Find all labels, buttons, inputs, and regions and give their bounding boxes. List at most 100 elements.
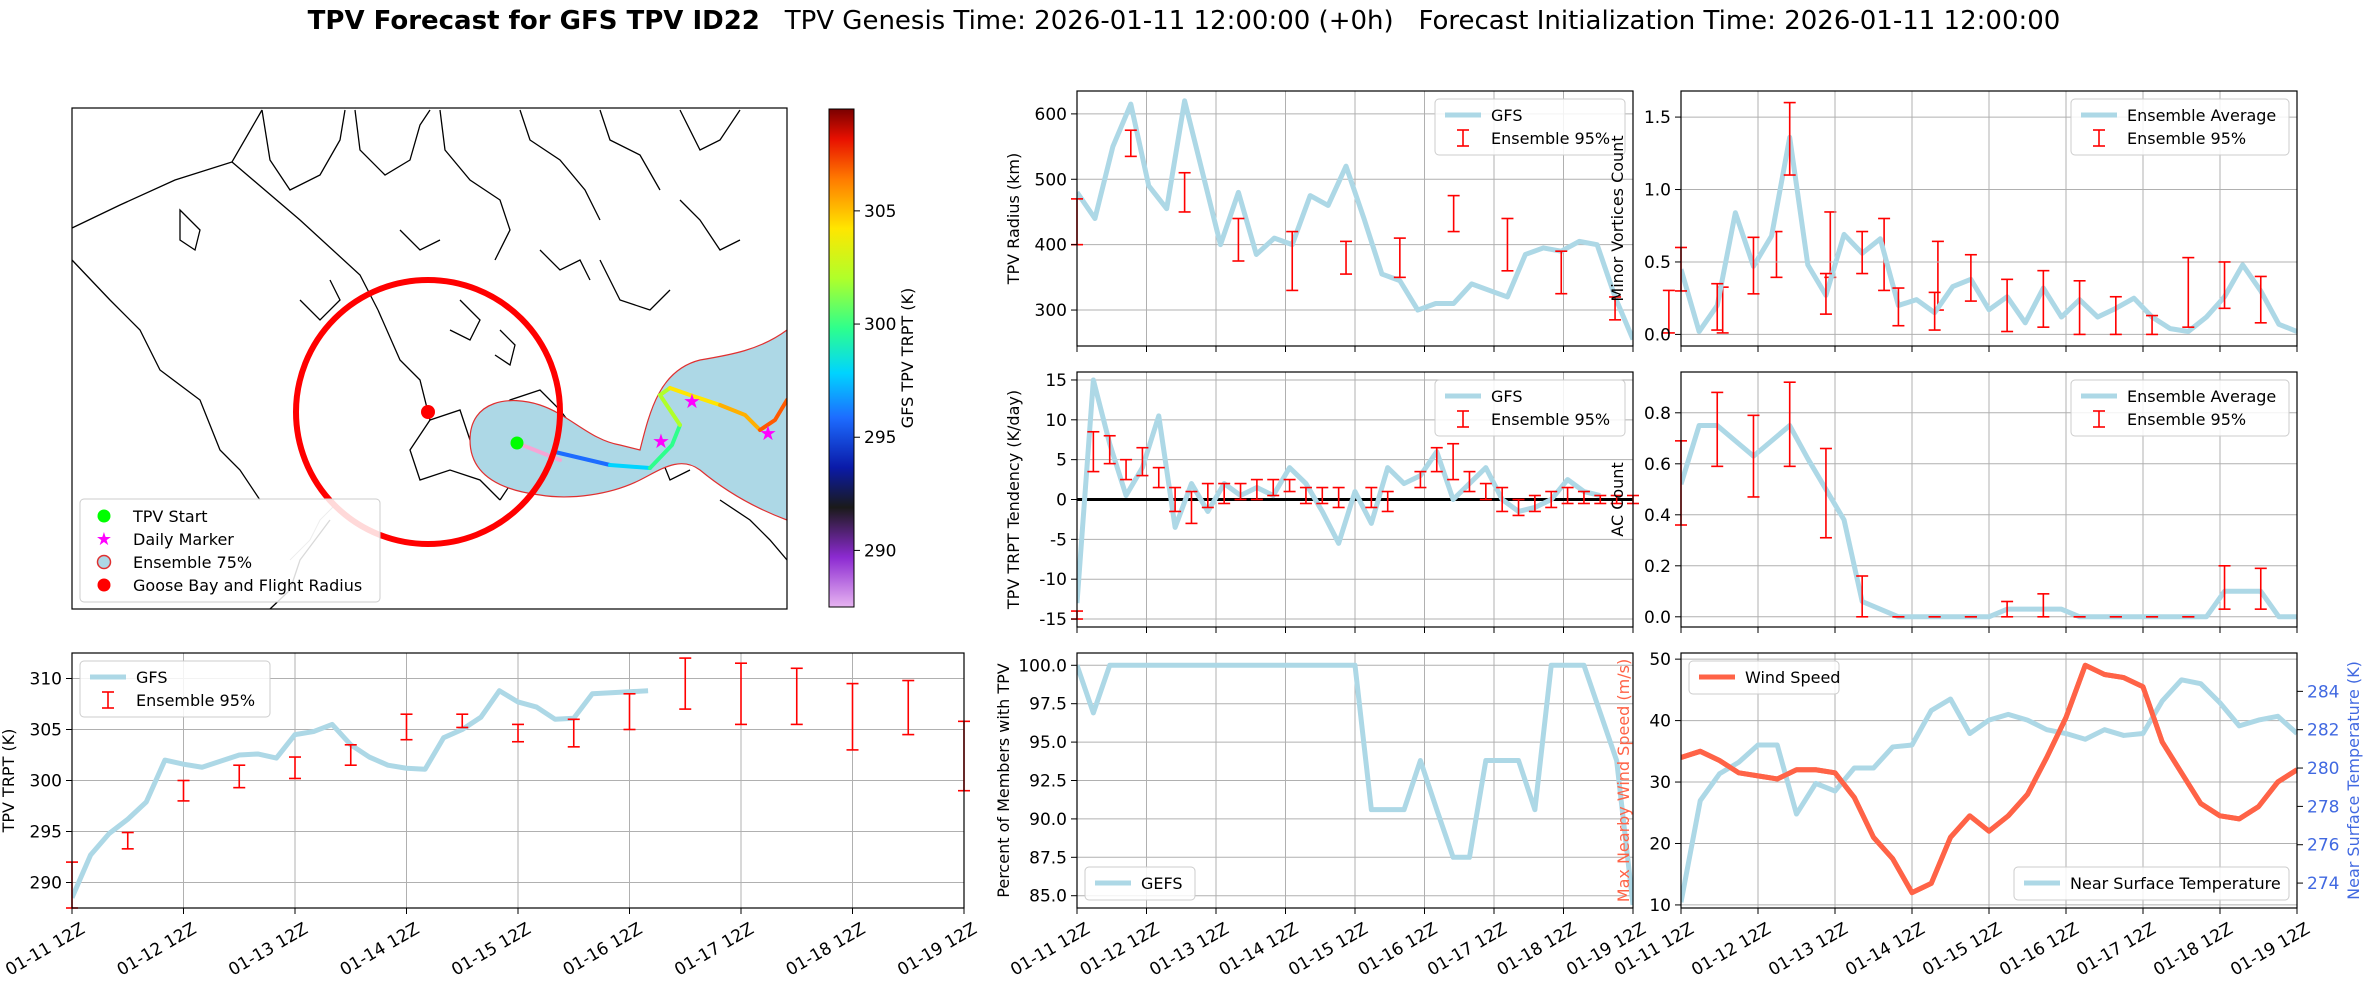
radius-error-bar (1609, 296, 1622, 321)
wind-y-tick-label: 50 (1649, 650, 1671, 670)
wind-legend-label: Near Surface Temperature (2070, 874, 2281, 893)
minor-error-bar (2146, 314, 2159, 336)
trpt-error-bar (846, 682, 859, 751)
trpt-y-tick-label: 305 (30, 721, 62, 741)
ac-plot (1681, 423, 2297, 620)
tendency-error-bar (1512, 498, 1525, 517)
wind-y2-tick-label: 282 (2307, 721, 2339, 741)
members-y-tick-label: 85.0 (1029, 887, 1067, 907)
tendency-error-bar (1283, 478, 1296, 493)
trpt-error-bar (233, 764, 246, 789)
radius-error-bar (1662, 289, 1675, 334)
trpt-error-bar (623, 692, 636, 731)
wind-x-tick-label: 01-14 12Z (1842, 919, 1928, 980)
trpt-series-line (72, 688, 649, 899)
tendency-error-bar (1087, 430, 1100, 473)
members-plot (1077, 662, 1633, 906)
radius-error-bar (1340, 240, 1353, 275)
wind-x-tick-label: 01-19 12Z (2227, 919, 2313, 980)
trpt-y-ticks: 290 295 300 305 310 (30, 670, 72, 894)
radius-error-bar (1178, 171, 1191, 213)
minor-y-ticks: 0.0 0.5 1.0 1.5 (1644, 108, 1681, 345)
legend-goose-bay: Goose Bay and Flight Radius (133, 576, 362, 595)
wind-y2-tick-label: 280 (2307, 759, 2339, 779)
tendency-y-tick-label: -5 (1050, 530, 1067, 550)
trpt-error-bar (177, 779, 190, 802)
members-y-tick-label: 97.5 (1029, 695, 1067, 715)
minor-y-tick-label: 0.0 (1644, 325, 1671, 345)
minor-error-bar (1711, 282, 1724, 331)
trpt-error-bar (679, 657, 692, 710)
minor-y-tick-label: 0.5 (1644, 253, 1671, 273)
ac-y-ticks: 0.0 0.2 0.4 0.6 0.8 (1644, 404, 1681, 628)
tendency-error-bar (1414, 470, 1427, 489)
wind-y2-tick-label: 284 (2307, 682, 2339, 702)
ac-error-bar (1856, 575, 1869, 618)
colorbar-tick-label: 305 (864, 202, 896, 222)
wind-x-tick-label: 01-16 12Z (1996, 919, 2082, 980)
tendency-error-bar (1103, 434, 1116, 465)
map-legend: TPV Start ★ Daily Marker Ensemble 75% Go… (79, 498, 381, 603)
wind-legend: Wind Speed (1688, 660, 1840, 695)
tendency-error-bar (1545, 490, 1558, 509)
ac-error-bar (2254, 567, 2267, 610)
daily-marker-1: ★ (652, 429, 670, 453)
wind-x-tick-label: 01-13 12Z (1765, 919, 1851, 980)
minor-error-bar (2218, 261, 2231, 310)
members-y-label: Percent of Members with TPV (994, 663, 1013, 897)
radius-error-bar (1393, 237, 1406, 279)
ac-y-tick-label: 0.8 (1644, 404, 1671, 424)
ac-y-label: AC Count (1608, 462, 1627, 536)
legend-daily-marker-icon: ★ (96, 529, 112, 550)
members-y-tick-label: 87.5 (1029, 848, 1067, 868)
colorbar: GFS TPV TRPT (K) 290 295 300 305 (828, 108, 917, 608)
minor-error-bar (1783, 101, 1796, 176)
tendency-error-bar (1267, 478, 1280, 497)
wind-y-ticks: 10 20 30 40 50 (1649, 650, 1681, 916)
ac-error-bar (2037, 593, 2050, 618)
wind-y-tick-label: 40 (1649, 712, 1671, 732)
tendency-error-bar (1479, 482, 1492, 501)
ac-series-line (1681, 423, 2297, 620)
trpt-y-label: TPV TRPT (K) (0, 729, 18, 834)
tendency-y-tick-label: 0 (1056, 491, 1067, 511)
minor-error-bar (2182, 256, 2195, 328)
tendency-y-tick-label: 5 (1056, 451, 1067, 471)
trpt-error-bar (121, 831, 134, 850)
wind-legend: Near Surface Temperature (2013, 866, 2290, 901)
wind-series-line-top (1681, 662, 2297, 896)
ac-error-bar (2001, 600, 2014, 618)
legend-daily-marker: Daily Marker (133, 530, 234, 549)
trpt-error-bar (289, 756, 301, 780)
radius-legend-label: GFS (1491, 106, 1522, 125)
tendency-plot (1077, 377, 1601, 604)
trpt-error-bar (400, 713, 413, 741)
trpt-error-bar (902, 679, 915, 736)
minor-error-bar (1819, 272, 1832, 315)
ac-legend: Ensemble Average Ensemble 95% (2070, 379, 2290, 437)
radius-error-bar (1555, 250, 1568, 295)
map-frame (71, 107, 788, 610)
trpt-error-bar (344, 743, 357, 767)
minor-legend-label: Ensemble Average (2127, 106, 2276, 125)
tendency-error-bar (1365, 486, 1378, 509)
members-series-line (1077, 662, 1633, 906)
ac-error-bar (2218, 564, 2231, 610)
tendency-error-bar (1152, 466, 1165, 489)
colorbar-tick-label: 290 (864, 541, 896, 561)
tendency-error-bar (1169, 486, 1182, 513)
legend-goose-bay-icon (97, 578, 111, 592)
minor-error-bar (2109, 295, 2122, 336)
minor-error-bar (2073, 280, 2086, 336)
legend-ensemble-75-icon (96, 554, 112, 570)
minor-error-bar (2001, 278, 2014, 333)
tendency-error-bar (1299, 486, 1312, 505)
tendency-error-bar (1463, 470, 1476, 493)
tendency-error-bar (1610, 494, 1623, 505)
